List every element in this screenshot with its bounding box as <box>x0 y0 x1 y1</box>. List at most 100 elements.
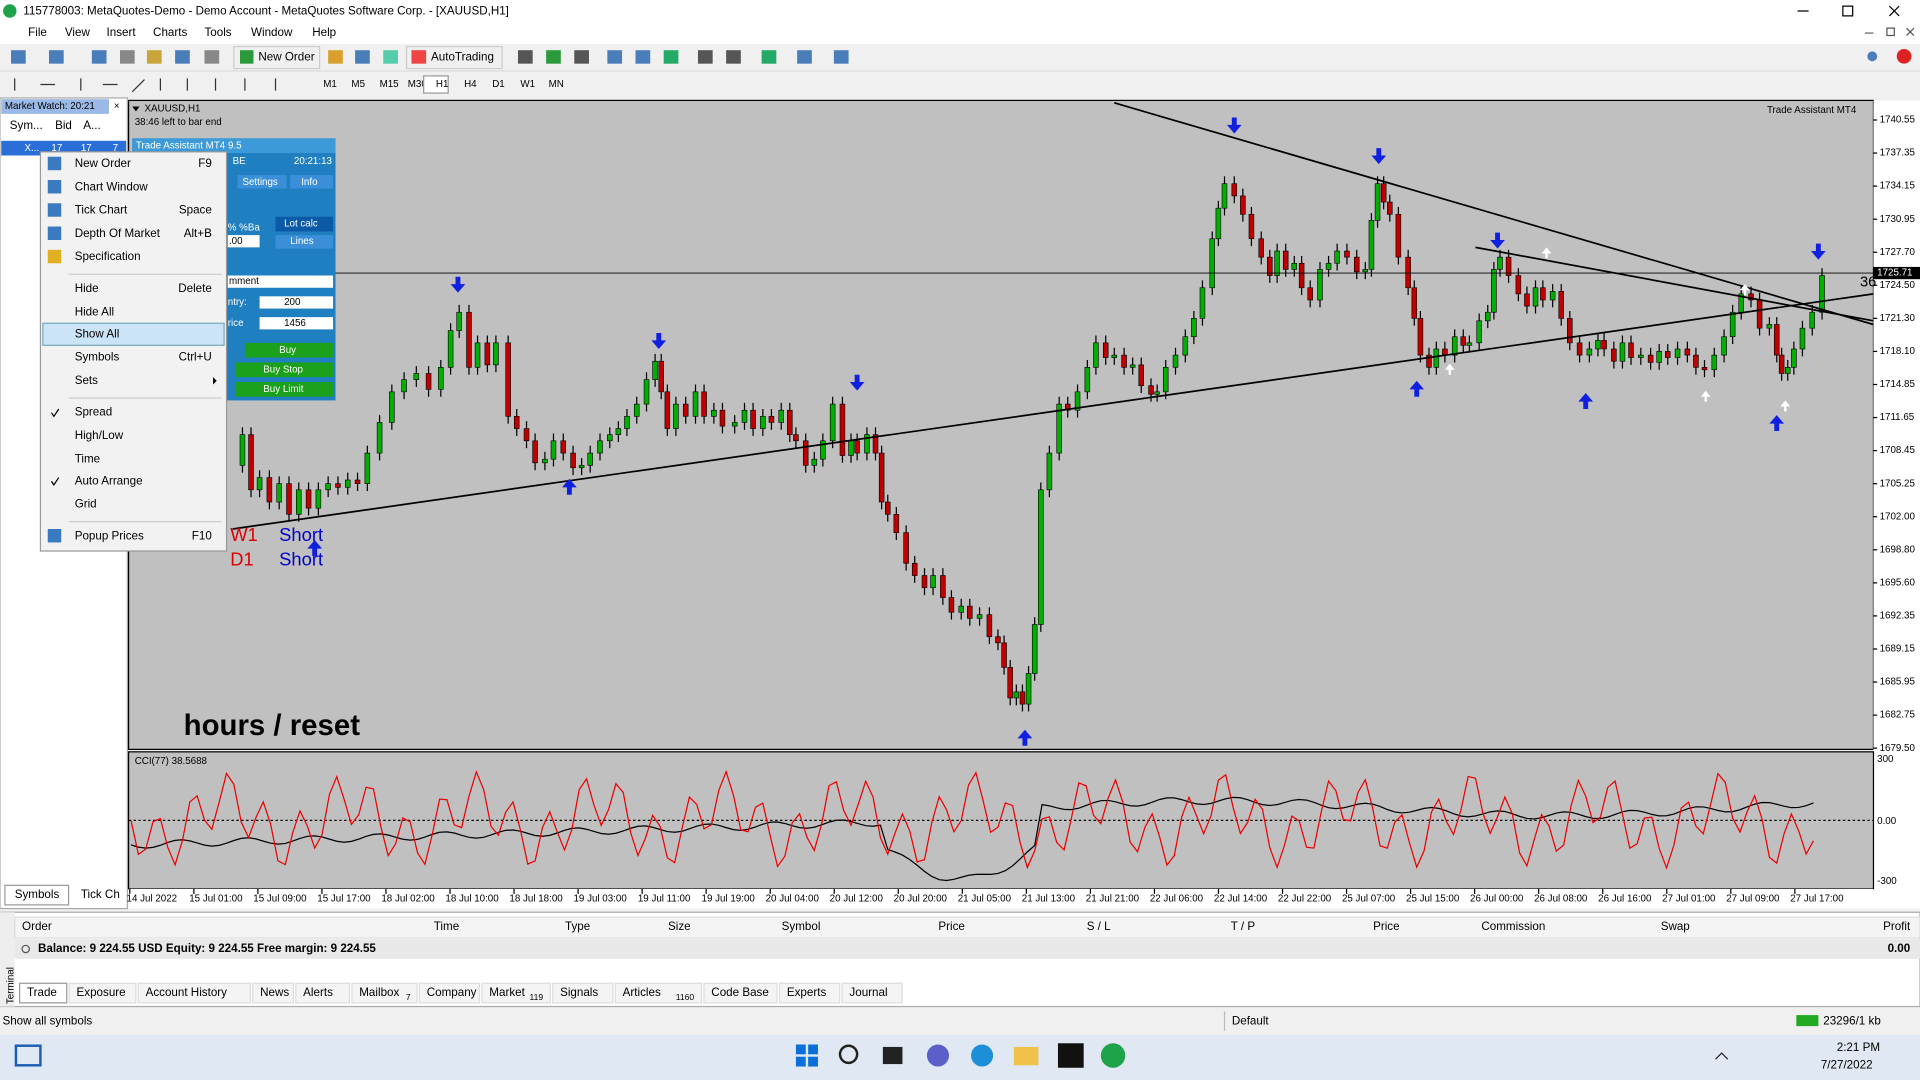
column-header[interactable]: Type <box>565 920 590 933</box>
ta-info[interactable] <box>290 175 334 189</box>
ta-lotcalc[interactable] <box>275 216 334 232</box>
tab-label[interactable]: Code Base <box>711 986 769 999</box>
menu-item[interactable]: Hide <box>75 282 99 295</box>
autotrading-label[interactable]: AutoTrading <box>431 51 494 64</box>
timeframe-button[interactable]: M1 <box>323 79 337 90</box>
ta-price[interactable]: 1456 <box>284 318 306 329</box>
column-header[interactable]: Symbol <box>782 920 821 933</box>
tab[interactable] <box>481 982 551 1004</box>
timeframe-button[interactable]: D1 <box>492 79 505 90</box>
column-header[interactable]: Swap <box>1661 920 1690 933</box>
menu-item[interactable]: Chart Window <box>75 180 149 193</box>
column-header[interactable]: Order <box>22 920 52 933</box>
ta-buy-label[interactable]: Buy <box>279 345 296 356</box>
menu-item[interactable]: Auto Arrange <box>75 474 143 487</box>
menu-item[interactable]: File <box>28 26 47 39</box>
tab[interactable] <box>295 982 351 1004</box>
menu-item[interactable]: Tick Chart <box>75 204 128 217</box>
column-header[interactable]: Time <box>434 920 459 933</box>
timeframe-button[interactable]: H1 <box>436 79 449 90</box>
menu-item[interactable]: Window <box>251 26 293 39</box>
menu-item[interactable]: Sets <box>75 374 98 387</box>
ta-buy-limit[interactable] <box>235 382 334 397</box>
tab-label[interactable]: Account History <box>146 986 228 999</box>
ta-settings[interactable] <box>237 175 287 189</box>
tab-label[interactable]: Alerts <box>303 986 333 999</box>
timeframe-button[interactable]: MN <box>549 79 564 90</box>
panel-tab[interactable]: Tick Ch <box>81 888 120 901</box>
ta-buy-limit-label[interactable]: Buy Limit <box>263 384 304 395</box>
menu-item[interactable]: High/Low <box>75 429 124 442</box>
ta-lotcalc-label[interactable]: Lot calc <box>284 219 318 230</box>
tab[interactable] <box>68 982 137 1004</box>
ta-buy-stop-label[interactable]: Buy Stop <box>263 364 303 375</box>
tab[interactable] <box>614 982 703 1004</box>
tab-label[interactable]: Articles <box>623 986 661 999</box>
column-header[interactable]: S / L <box>1087 920 1111 933</box>
menu-item[interactable]: Specification <box>75 250 141 263</box>
tab-label[interactable]: Mailbox <box>359 986 399 999</box>
tab-label[interactable]: Journal <box>849 986 887 999</box>
ta-settings-label[interactable]: Settings <box>242 177 277 188</box>
menu-item[interactable]: Charts <box>153 26 187 39</box>
column-header[interactable]: A... <box>83 119 100 132</box>
menu-item[interactable]: Depth Of Market <box>75 227 161 240</box>
tab-label[interactable]: Exposure <box>77 986 126 999</box>
timeframe-button[interactable]: M15 <box>380 79 400 90</box>
column-header[interactable]: Bid <box>55 119 72 132</box>
tab[interactable] <box>252 982 294 1004</box>
column-header[interactable]: Profit <box>1883 920 1911 933</box>
tab-label[interactable]: Company <box>427 986 477 999</box>
ta-info-label[interactable]: Info <box>301 177 318 188</box>
tab[interactable] <box>351 982 418 1004</box>
tab[interactable] <box>418 982 481 1004</box>
timeframe-button[interactable]: M5 <box>351 79 365 90</box>
tab-label[interactable]: News <box>260 986 289 999</box>
ta-buy-stop[interactable] <box>235 362 334 378</box>
window-controls[interactable] <box>1797 5 1900 17</box>
tab-label[interactable]: Experts <box>787 986 827 999</box>
taskbar-icons[interactable] <box>14 1043 1729 1068</box>
ta-lines[interactable] <box>275 235 334 249</box>
menu-item[interactable]: Popup Prices <box>75 529 144 542</box>
ta-buy[interactable] <box>244 342 334 358</box>
column-header[interactable]: T / P <box>1231 920 1256 933</box>
menu-item[interactable]: New Order <box>75 157 131 170</box>
panel-tab[interactable]: Symbols <box>15 888 60 901</box>
timeframe-button[interactable]: H4 <box>464 79 477 90</box>
tab[interactable] <box>552 982 614 1004</box>
menu-item[interactable]: Spread <box>75 406 113 419</box>
tab[interactable] <box>778 982 841 1004</box>
new-order-button[interactable] <box>233 45 321 70</box>
tab[interactable] <box>841 982 903 1004</box>
column-header[interactable]: Price <box>1373 920 1400 933</box>
menu-item[interactable]: Symbols <box>75 351 120 364</box>
mdi-controls[interactable] <box>1864 27 1915 37</box>
column-header[interactable]: Sym... <box>10 119 43 132</box>
menu-item[interactable]: View <box>65 26 91 39</box>
column-header[interactable]: Price <box>938 920 965 933</box>
menu-item[interactable]: Grid <box>75 498 97 511</box>
ta-lines-label[interactable]: Lines <box>290 236 313 247</box>
menu-item[interactable]: Tools <box>204 26 231 39</box>
symbol-dropdown[interactable] <box>132 106 140 112</box>
column-header[interactable]: Commission <box>1481 920 1545 933</box>
new-order-label[interactable]: New Order <box>258 51 314 64</box>
menu-item[interactable]: Time <box>75 452 100 465</box>
tab[interactable] <box>137 982 251 1004</box>
tab-active[interactable] <box>18 982 68 1004</box>
menu-item[interactable]: Help <box>312 26 336 39</box>
timeframe-button[interactable]: W1 <box>520 79 535 90</box>
tab[interactable] <box>703 982 778 1004</box>
tab-label[interactable]: Market <box>489 986 525 999</box>
tab-label[interactable]: Trade <box>27 986 57 999</box>
menu-item[interactable]: Insert <box>107 26 137 39</box>
timeframe-button[interactable]: M30 <box>408 79 428 90</box>
column-header[interactable]: Size <box>668 920 691 933</box>
ta-entry[interactable]: 200 <box>284 297 301 308</box>
menu-item[interactable]: Hide All <box>75 305 114 318</box>
menu-item[interactable]: Show All <box>75 327 120 340</box>
tab-label[interactable]: Signals <box>560 986 598 999</box>
autotrading-button[interactable] <box>405 45 503 70</box>
close-icon[interactable]: × <box>114 101 120 112</box>
